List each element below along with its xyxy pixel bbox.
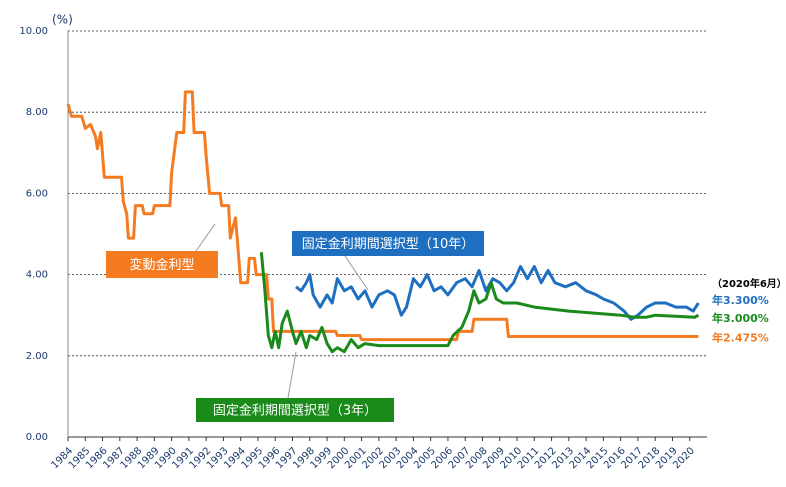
end-label: 年2.475%	[712, 331, 769, 345]
legend-box	[292, 231, 484, 256]
series-line	[259, 252, 700, 354]
leader-line	[287, 351, 297, 399]
series-line	[295, 265, 700, 321]
series-line	[66, 90, 699, 342]
end-label-title: （2020年6月）	[712, 277, 786, 290]
legend-box	[106, 251, 218, 278]
y-tick-label: 6.00	[26, 188, 48, 199]
y-tick-label: 10.00	[19, 26, 48, 37]
y-tick-label: 4.00	[26, 270, 48, 281]
end-label: 年3.000%	[712, 311, 769, 325]
y-unit: (%)	[52, 13, 73, 27]
legend-label: 固定金利期間選択型（10年）	[302, 236, 475, 252]
legend-label: 変動金利型	[129, 257, 194, 273]
y-tick-label: 2.00	[26, 351, 48, 362]
leader-line	[344, 255, 369, 291]
legend-label: 固定金利期間選択型（3年）	[213, 403, 377, 419]
legend-box	[196, 398, 394, 422]
leader-line	[195, 223, 216, 252]
end-label: 年3.300%	[712, 293, 769, 307]
y-tick-label: 0.00	[26, 432, 48, 443]
y-tick-label: 8.00	[26, 107, 48, 118]
